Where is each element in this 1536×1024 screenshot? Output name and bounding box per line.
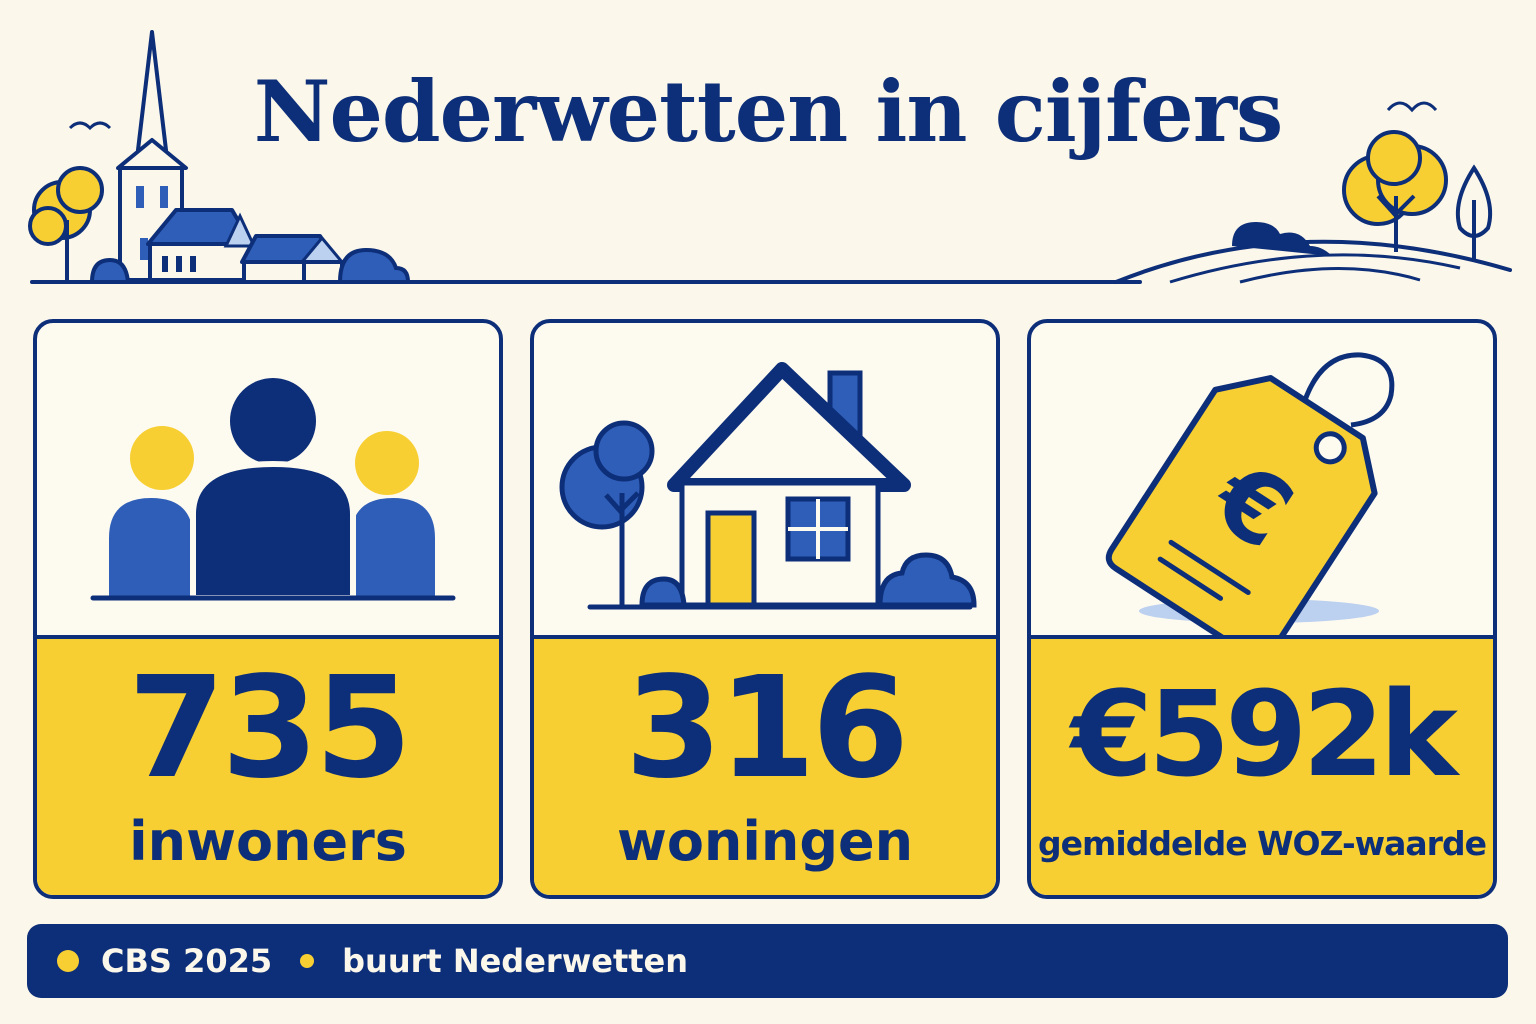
- source-label: CBS 2025: [101, 942, 273, 980]
- area-label: buurt Nederwetten: [342, 942, 689, 980]
- tree-icon: [1455, 164, 1493, 262]
- price-tag-euro-icon: €: [1105, 352, 1395, 663]
- houses-icon: [89, 234, 411, 284]
- stat-label: woningen: [616, 810, 914, 873]
- stat-value: 316: [624, 647, 909, 810]
- stat-card-woz-waarde: € €592k gemiddelde WOZ-waarde: [1027, 319, 1497, 899]
- stat-card-woningen: 316 woningen: [530, 319, 1000, 899]
- tree-icon: [1342, 130, 1448, 252]
- source-footer: CBS 2025 buurt Nederwetten: [27, 924, 1508, 998]
- stat-value: 735: [127, 647, 412, 810]
- house-icon: [559, 362, 977, 610]
- stat-card-inwoners: 735 inwoners: [33, 319, 503, 899]
- stat-label: gemiddelde WOZ-waarde: [1038, 824, 1487, 863]
- tree-icon: [28, 166, 104, 282]
- hills-icon: [1114, 222, 1512, 284]
- bullet-dot: [300, 954, 315, 968]
- village-landscape-illustration: [28, 30, 1512, 284]
- page-title: Nederwetten in cijfers: [253, 62, 1284, 161]
- people-icon: [90, 372, 456, 601]
- bullet-dot: [57, 950, 79, 972]
- stat-label: inwoners: [129, 810, 407, 873]
- stat-value: €592k: [1071, 665, 1458, 803]
- church-icon: [116, 30, 257, 282]
